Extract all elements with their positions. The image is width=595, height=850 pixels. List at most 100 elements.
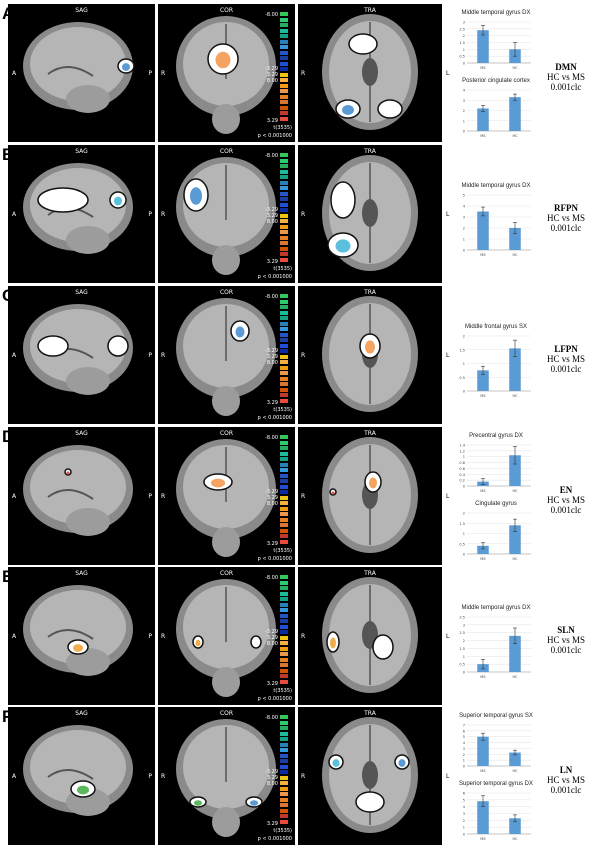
orient-right: R xyxy=(161,70,166,77)
y-tick-label: 1 xyxy=(463,48,465,52)
orient-left: L xyxy=(446,493,450,500)
colorbar-pvalue: p < 0.001000 xyxy=(257,696,292,702)
bar xyxy=(509,525,521,554)
colorbar-bottom-label: 3.29 xyxy=(266,821,278,827)
view-sag: SAG A P xyxy=(8,707,155,845)
x-tick-label: HC xyxy=(512,837,518,841)
network-name: RFPN xyxy=(554,203,578,213)
colorbar-min-label: -8.00 xyxy=(265,435,278,441)
bar xyxy=(477,545,489,554)
view-label: SAG xyxy=(75,570,88,577)
colorbar-pos-threshold: 3.29 xyxy=(266,354,278,360)
panel-a: ASAGAPCORR-8.00-3.293.298.003.29t(3535)p… xyxy=(0,4,595,142)
orient-right: R xyxy=(301,493,306,500)
network-name: LN xyxy=(559,765,573,775)
orient-right: R xyxy=(161,633,166,640)
activation-cluster xyxy=(330,181,356,219)
x-tick-label: HC xyxy=(512,489,518,493)
x-tick-label: HC xyxy=(512,557,518,561)
bar xyxy=(509,348,521,391)
orient-posterior: P xyxy=(148,211,152,218)
colorbar-pvalue: p < 0.001000 xyxy=(257,133,292,139)
y-tick-label: 6 xyxy=(463,792,465,796)
x-tick-label: MS xyxy=(480,134,486,138)
orient-posterior: P xyxy=(148,352,152,359)
network-name: EN xyxy=(559,485,573,495)
view-label: SAG xyxy=(75,7,88,14)
y-tick-label: 0.4 xyxy=(459,473,465,477)
view-cor: COR R -8.00 -3.29 3.29 8.00 3.29 t(3535) p < 0.0… xyxy=(158,286,295,424)
panel-c: CSAGAPCORR-8.00-3.293.298.003.29t(3535)p… xyxy=(0,286,595,424)
network-label: EN HC vs MS 0.001clc xyxy=(536,485,595,515)
colorbar-neg-threshold: -3.29 xyxy=(265,348,278,354)
chart-d-2: Cingulate gyrus 0 0.5 1 1.5 2 MS HC xyxy=(455,501,537,563)
colorbar-tstat: t(3535) xyxy=(273,125,292,131)
x-tick-label: MS xyxy=(480,769,486,773)
y-tick-label: 0 xyxy=(463,553,465,557)
x-tick-label: HC xyxy=(512,134,518,138)
colorbar-bottom-label: 3.29 xyxy=(266,259,278,265)
orient-right: R xyxy=(301,633,306,640)
panel-b: BSAGAPCORR-8.00-3.293.298.003.29t(3535)p… xyxy=(0,145,595,283)
colorbar-min-label: -8.00 xyxy=(265,294,278,300)
x-tick-label: MS xyxy=(480,394,486,398)
chart-a-2: Posterior cingulate cortex 0 1 2 3 4 MS HC xyxy=(455,78,537,140)
orient-right: R xyxy=(301,773,306,780)
network-threshold: 0.001clc xyxy=(550,505,582,515)
y-tick-label: 3 xyxy=(463,216,465,220)
bar-chart: 0 0.5 1 1.5 2 MS HC xyxy=(459,512,531,561)
y-tick-label: 4 xyxy=(463,741,466,745)
colorbar-neg-threshold: -3.29 xyxy=(265,207,278,213)
bar xyxy=(509,228,521,250)
view-label: SAG xyxy=(75,289,88,296)
y-tick-label: 3 xyxy=(463,747,465,751)
y-tick-label: 7 xyxy=(463,724,465,728)
colorbar-max-label: 8.00 xyxy=(266,641,278,647)
network-comparison: HC vs MS xyxy=(546,72,585,82)
orient-anterior: A xyxy=(12,773,17,780)
y-tick-label: 0 xyxy=(463,671,465,675)
y-tick-label: 1 xyxy=(463,362,465,366)
colorbar-max-label: 8.00 xyxy=(266,219,278,225)
chart-title: Middle temporal gyrus DX xyxy=(461,10,531,16)
orient-anterior: A xyxy=(12,352,17,359)
orient-right: R xyxy=(301,211,306,218)
y-tick-label: 1.5 xyxy=(459,647,465,651)
colorbar-neg-threshold: -3.29 xyxy=(265,66,278,72)
y-tick-label: 2 xyxy=(463,819,465,823)
colorbar-max-label: 8.00 xyxy=(266,501,278,507)
view-cor: COR R -8.00 -3.29 3.29 8.00 3.29 t(3535) p < 0.0… xyxy=(158,4,295,142)
chart-f-2: Superior temporal gyrus DX 0 1 2 3 4 5 6 MS HC xyxy=(455,781,537,843)
chart-c-1: Middle frontal gyrus SX 0 0.5 1 1.5 2 MS HC xyxy=(455,324,537,400)
colorbar-neg-threshold: -3.29 xyxy=(265,769,278,775)
y-tick-label: 1 xyxy=(463,532,465,536)
orient-anterior: A xyxy=(12,493,17,500)
y-tick-label: 1.5 xyxy=(459,41,465,45)
view-cor: COR R -8.00 -3.29 3.29 8.00 3.29 t(3535) p < 0.0… xyxy=(158,145,295,283)
y-tick-label: 0.5 xyxy=(459,376,465,380)
y-tick-label: 1.2 xyxy=(459,449,465,453)
colorbar-min-label: -8.00 xyxy=(265,153,278,159)
view-cor: COR R -8.00 -3.29 3.29 8.00 3.29 t(3535) p < 0.0… xyxy=(158,707,295,845)
y-tick-label: 3 xyxy=(463,99,465,103)
view-label: TRA xyxy=(364,710,376,717)
network-name: DMN xyxy=(555,62,577,72)
network-comparison: HC vs MS xyxy=(546,213,585,223)
activation-cluster xyxy=(250,635,262,649)
colorbar-pos-threshold: 3.29 xyxy=(266,495,278,501)
bar xyxy=(509,635,521,672)
view-cor: COR R -8.00 -3.29 3.29 8.00 3.29 t(3535) p < 0.0… xyxy=(158,567,295,705)
view-label: TRA xyxy=(364,7,376,14)
chart-title: Posterior cingulate cortex xyxy=(462,78,530,84)
y-tick-label: 2.5 xyxy=(459,27,465,31)
x-tick-label: MS xyxy=(480,66,486,70)
network-comparison: HC vs MS xyxy=(546,635,585,645)
bar-chart: 0 1 2 3 4 5 67 MS HC xyxy=(463,724,531,773)
panel-d: DSAGAPCORR-8.00-3.293.298.003.29t(3535)p… xyxy=(0,427,595,565)
bar xyxy=(477,736,489,766)
view-tra: TRA R xyxy=(298,286,442,424)
view-sag: SAG A P xyxy=(8,145,155,283)
view-label: COR xyxy=(219,289,234,296)
orient-anterior: A xyxy=(12,70,17,77)
colorbar-min-label: -8.00 xyxy=(265,575,278,581)
